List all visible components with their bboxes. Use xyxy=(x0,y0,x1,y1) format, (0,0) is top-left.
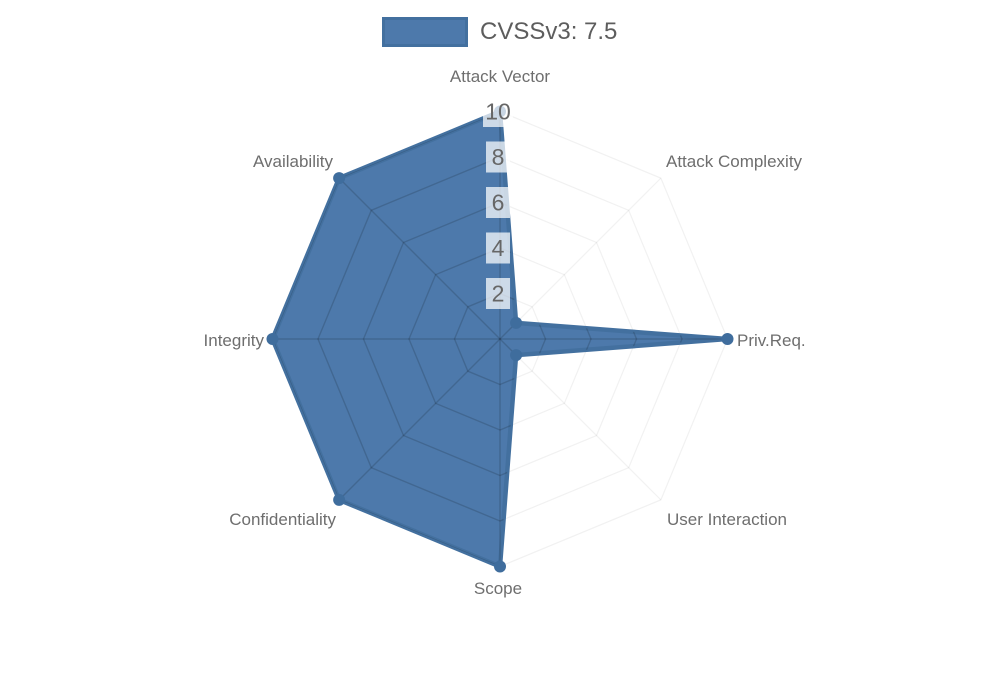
axis-label-priv-req: Priv.Req. xyxy=(737,331,806,350)
axis-label-integrity: Integrity xyxy=(204,331,265,350)
tick-backdrop xyxy=(486,278,510,309)
tick-backdrop xyxy=(486,232,510,264)
legend-label: CVSSv3: 7.5 xyxy=(480,18,618,45)
angle-line xyxy=(499,177,662,340)
tick-backdrop xyxy=(486,187,510,218)
axis-label-confidentiality: Confidentiality xyxy=(229,510,336,529)
tick-label: 10 xyxy=(485,99,511,125)
axis-label-user-interaction: User Interaction xyxy=(667,510,787,529)
data-point[interactable] xyxy=(266,333,279,345)
legend-swatch[interactable] xyxy=(382,17,468,47)
tick-label: 4 xyxy=(492,235,505,261)
axis-label-availability: Availability xyxy=(253,152,334,171)
angle-line xyxy=(338,338,501,501)
tick-label: 8 xyxy=(492,144,505,170)
axis-label-attack-vector: Attack Vector xyxy=(450,67,550,86)
legend-item[interactable]: CVSSv3: 7.5 xyxy=(382,17,617,47)
data-point[interactable] xyxy=(510,316,523,329)
angle-line xyxy=(499,338,662,501)
data-point[interactable] xyxy=(333,172,346,185)
axis-label-scope: Scope xyxy=(474,579,522,598)
tick-backdrop xyxy=(483,96,513,127)
data-point[interactable] xyxy=(333,493,346,506)
tick-backdrop xyxy=(486,141,510,173)
data-point[interactable] xyxy=(494,560,506,573)
data-point[interactable] xyxy=(510,349,523,362)
data-point[interactable] xyxy=(721,333,734,345)
axis-label-attack-complexity: Attack Complexity xyxy=(666,152,803,171)
tick-label: 2 xyxy=(492,281,505,307)
tick-label: 6 xyxy=(492,190,505,216)
angle-line xyxy=(338,177,501,340)
